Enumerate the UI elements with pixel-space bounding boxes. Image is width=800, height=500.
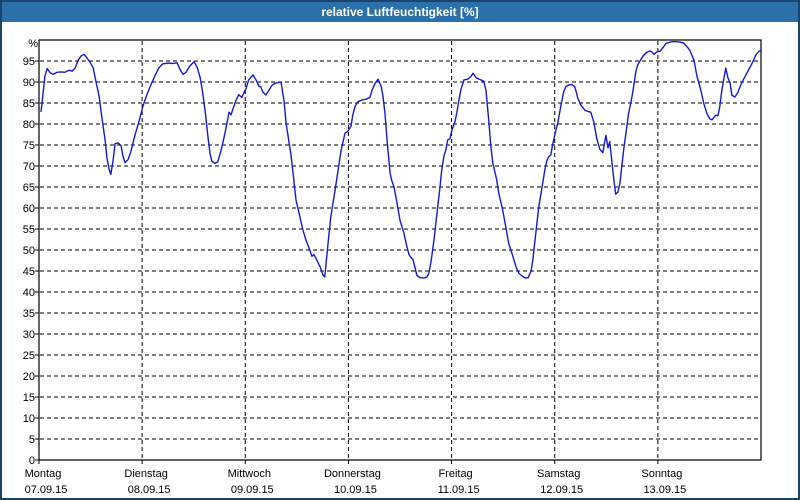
y-tick-label: 40	[23, 287, 35, 299]
x-date-label: 08.09.15	[128, 484, 171, 496]
x-date-label: 12.09.15	[540, 484, 583, 496]
window-title-bar: relative Luftfeuchtigkeit [%]	[2, 2, 798, 22]
x-date-label: 10.09.15	[334, 484, 377, 496]
x-date-label: 13.09.15	[643, 484, 686, 496]
y-tick-label: 35	[23, 308, 35, 320]
x-day-label: Donnerstag	[324, 468, 381, 480]
y-tick-label: 25	[23, 350, 35, 362]
humidity-line	[40, 41, 762, 279]
y-tick-label: 0	[29, 455, 35, 467]
x-day-label: Samstag	[537, 468, 580, 480]
x-date-label: 11.09.15	[438, 484, 480, 496]
y-tick-label: 5	[29, 434, 35, 446]
y-tick-label: 65	[23, 182, 35, 194]
x-day-label: Freitag	[438, 468, 472, 480]
chart-title: relative Luftfeuchtigkeit [%]	[321, 5, 479, 19]
y-tick-label: 55	[23, 224, 35, 236]
y-tick-label: 80	[23, 119, 35, 131]
x-day-label: Mittwoch	[228, 468, 271, 480]
x-day-label: Sonntag	[641, 468, 682, 480]
plot-border	[38, 39, 762, 461]
y-tick-label: 30	[23, 329, 35, 341]
y-tick-label: 90	[23, 77, 35, 89]
y-axis-unit-label: %	[28, 38, 38, 50]
y-tick-label: 75	[23, 140, 35, 152]
x-day-label: Montag	[25, 468, 62, 480]
x-day-label: Dienstag	[124, 468, 167, 480]
y-tick-label: 50	[23, 245, 35, 257]
y-tick-label: 70	[23, 161, 35, 173]
y-tick-label: 95	[23, 56, 35, 68]
y-tick-label: 15	[23, 392, 35, 404]
x-date-label: 09.09.15	[231, 484, 274, 496]
y-tick-label: 85	[23, 98, 35, 110]
y-tick-label: 10	[23, 413, 35, 425]
x-date-label: 07.09.15	[25, 484, 68, 496]
y-tick-label: 20	[23, 371, 35, 383]
y-tick-label: 60	[23, 203, 35, 215]
y-tick-label: 45	[23, 266, 35, 278]
